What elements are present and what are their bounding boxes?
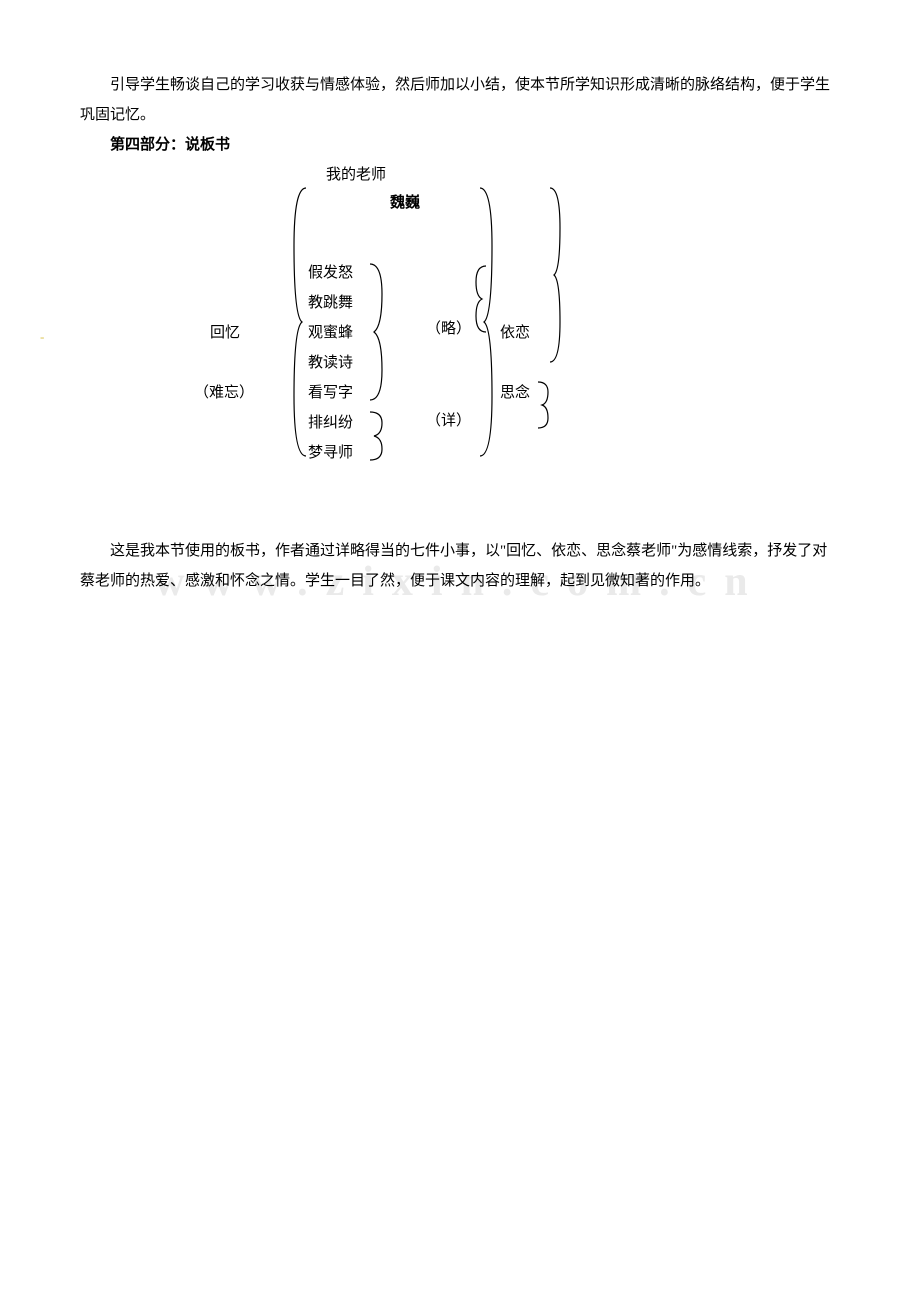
- board-mid-3: 教读诗: [308, 354, 353, 372]
- board-left-bottom: （难忘）: [194, 384, 254, 402]
- board-mid-4: 看写字: [308, 384, 353, 402]
- board-title: 我的老师: [326, 166, 386, 184]
- brace-brief-right-icon: [368, 262, 386, 402]
- conclusion-paragraph: 这是我本节使用的板书，作者通过详略得当的七件小事，以"回忆、依恋、思念蔡老师"为…: [80, 536, 840, 596]
- brace-right-inner-top-icon: [474, 264, 488, 334]
- brace-outermost-right-icon: [548, 186, 564, 364]
- brace-right-outer-small-icon: [536, 380, 550, 430]
- board-mid-6: 梦寻师: [308, 444, 353, 462]
- board-diagram: 我的老师 魏巍 回忆 （难忘） 假发怒 教跳舞 观蜜蜂 教读诗 看写字 排纠纷 …: [100, 166, 840, 476]
- board-right-top: 依恋: [500, 324, 530, 342]
- board-mid-1: 教跳舞: [308, 294, 353, 312]
- board-right-bottom: 思念: [500, 384, 530, 402]
- board-author: 魏巍: [390, 194, 420, 212]
- brace-outer-left-icon: [292, 186, 310, 458]
- board-note-detail: （详）: [426, 412, 471, 430]
- board-note-brief: （略）: [426, 320, 471, 338]
- gutter-dash-icon: -: [40, 329, 44, 345]
- brace-detail-right-icon: [368, 410, 386, 462]
- section-title: 第四部分：说板书: [80, 130, 840, 160]
- board-mid-0: 假发怒: [308, 264, 353, 282]
- board-mid-2: 观蜜蜂: [308, 324, 353, 342]
- intro-paragraph: 引导学生畅谈自己的学习收获与情感体验，然后师加以小结，使本节所学知识形成清晰的脉…: [80, 70, 840, 130]
- board-left-top: 回忆: [210, 324, 240, 342]
- board-mid-5: 排纠纷: [308, 414, 353, 432]
